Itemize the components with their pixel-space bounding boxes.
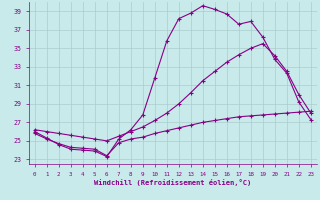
X-axis label: Windchill (Refroidissement éolien,°C): Windchill (Refroidissement éolien,°C) — [94, 179, 252, 186]
